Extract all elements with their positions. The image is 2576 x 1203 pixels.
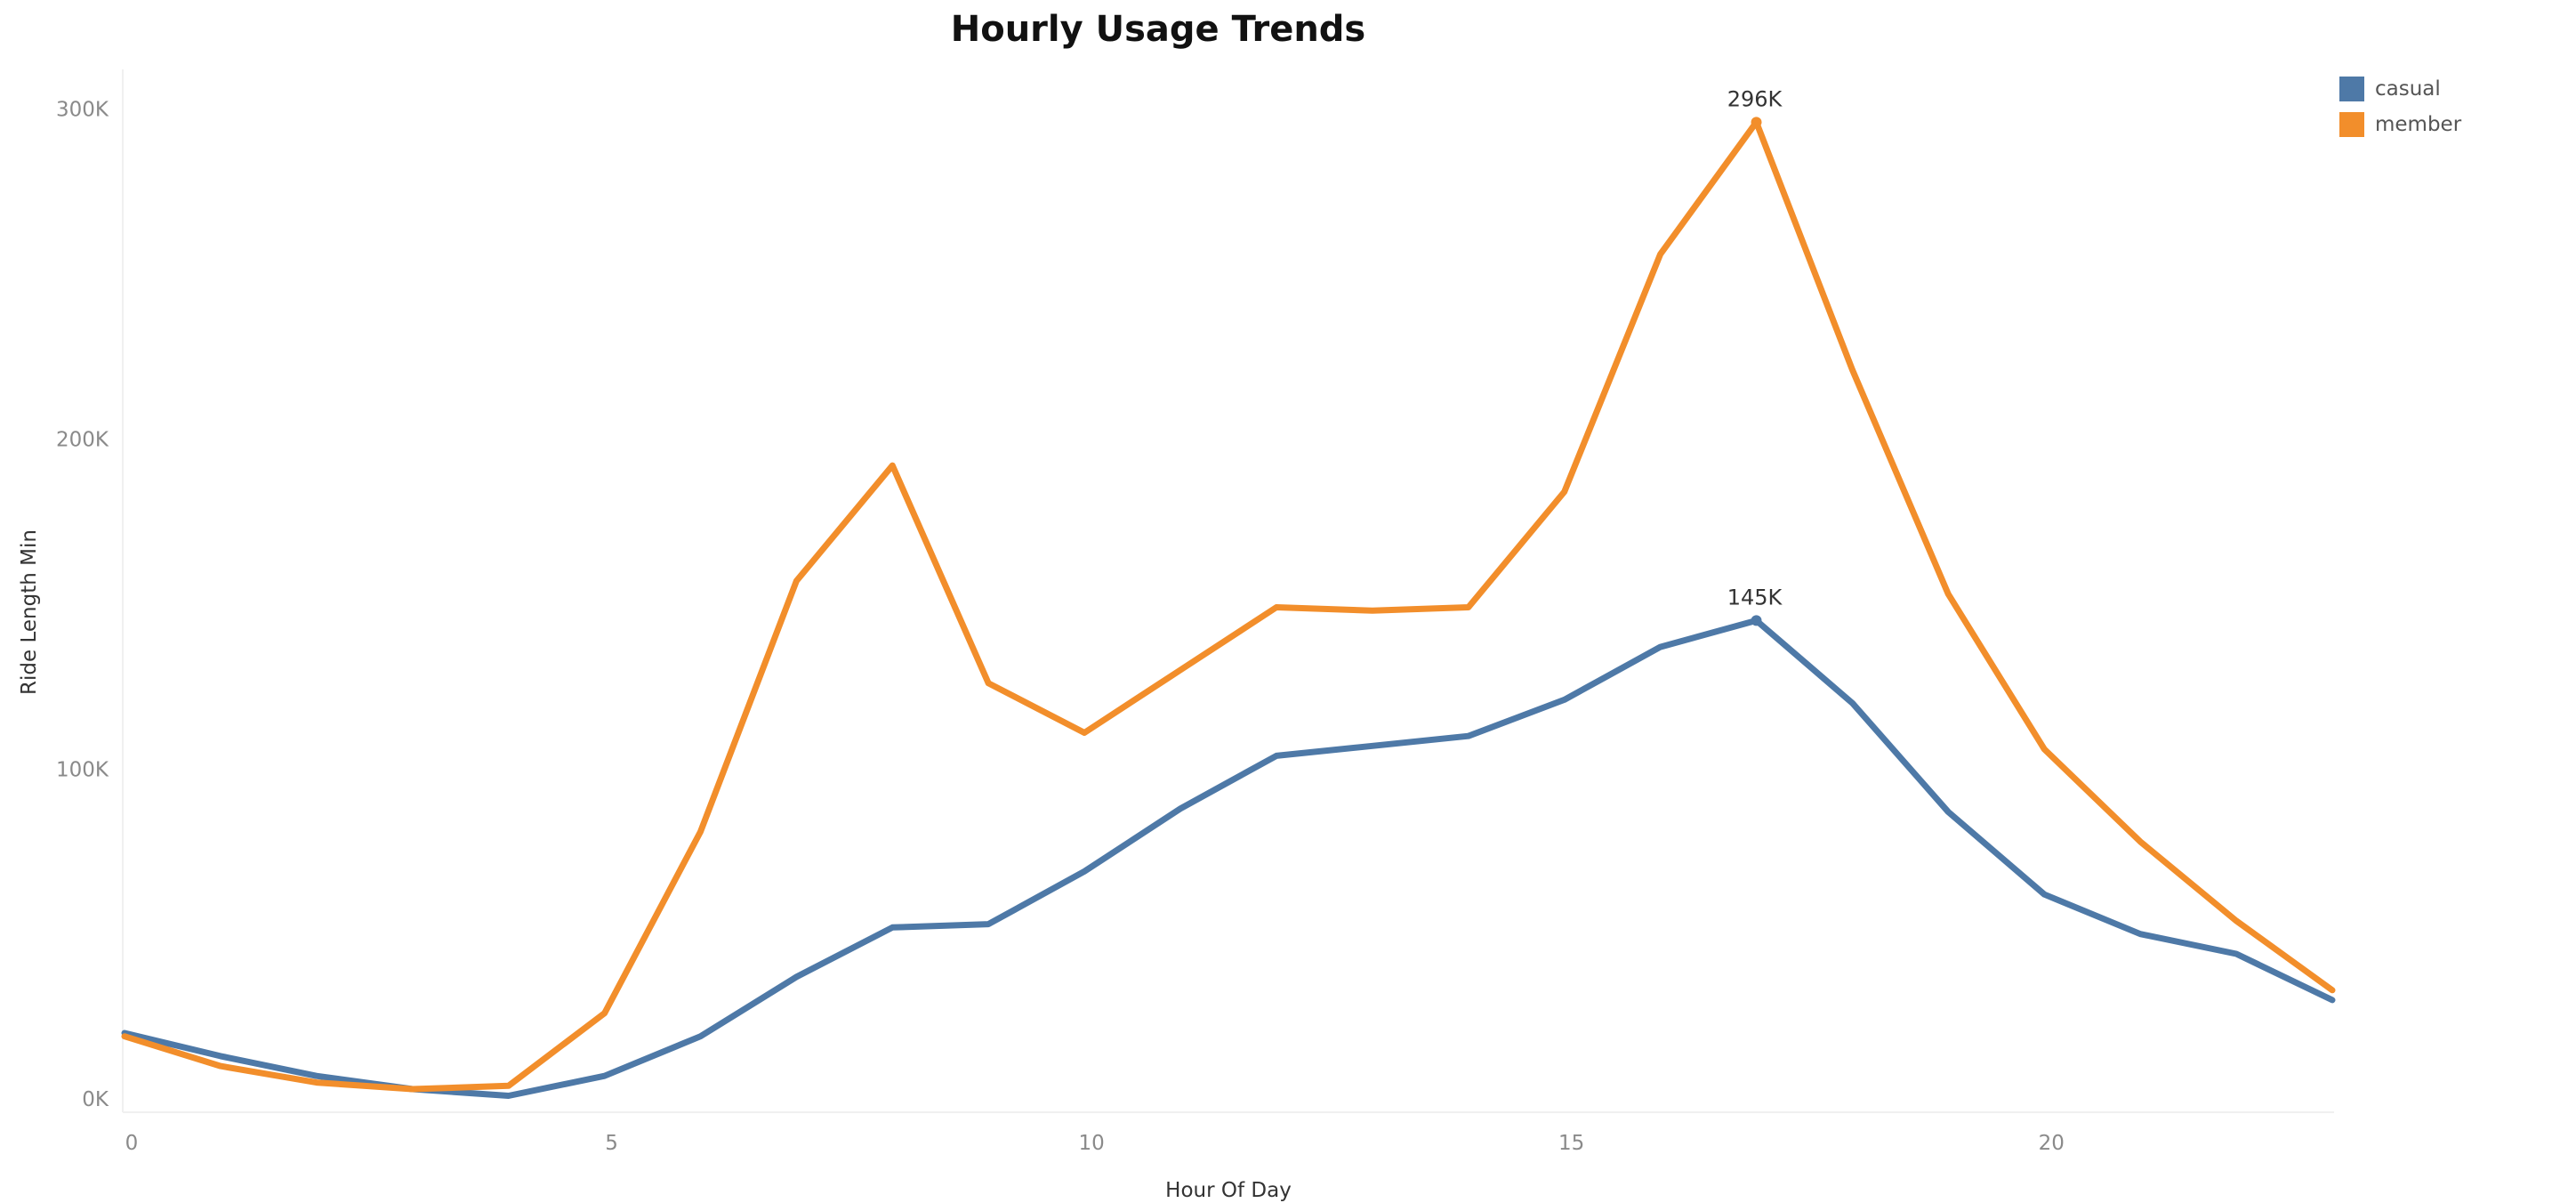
- legend-swatch-casual: [2339, 77, 2364, 101]
- y-axis-title: Ride Length Min: [18, 529, 41, 695]
- legend-swatch-member: [2339, 112, 2364, 137]
- annotation-label-casual: 145K: [1727, 585, 1783, 610]
- series-line-member[interactable]: [121, 118, 2336, 1093]
- x-axis-ticks: 0 5 10 15 20: [125, 1132, 2065, 1155]
- legend-item-casual[interactable]: casual: [2339, 71, 2461, 107]
- y-tick-label: 100K: [56, 758, 109, 781]
- annotation-point-member[interactable]: [1751, 117, 1762, 128]
- x-tick-label: 15: [1558, 1132, 1584, 1155]
- series-line-casual[interactable]: [121, 617, 2336, 1099]
- legend-label-member: member: [2375, 113, 2462, 136]
- y-tick-label: 300K: [56, 99, 109, 122]
- legend: casual member: [2339, 71, 2461, 142]
- annotation-label-member: 296K: [1727, 86, 1783, 111]
- y-tick-label: 200K: [56, 428, 109, 451]
- y-axis-ticks: 0K 100K 200K 300K: [56, 99, 109, 1112]
- annotations: 145K 296K: [1727, 86, 1783, 626]
- x-tick-label: 10: [1078, 1132, 1104, 1155]
- legend-label-casual: casual: [2375, 77, 2441, 101]
- series-lines: [121, 118, 2336, 1099]
- legend-item-member[interactable]: member: [2339, 107, 2461, 142]
- x-tick-label: 5: [605, 1132, 618, 1155]
- x-axis-title: Hour Of Day: [1165, 1179, 1292, 1202]
- x-tick-label: 20: [2039, 1132, 2065, 1155]
- y-tick-label: 0K: [82, 1088, 109, 1111]
- chart-title: Hourly Usage Trends: [950, 9, 1366, 50]
- annotation-point-casual[interactable]: [1751, 615, 1762, 626]
- x-tick-label: 0: [125, 1132, 139, 1155]
